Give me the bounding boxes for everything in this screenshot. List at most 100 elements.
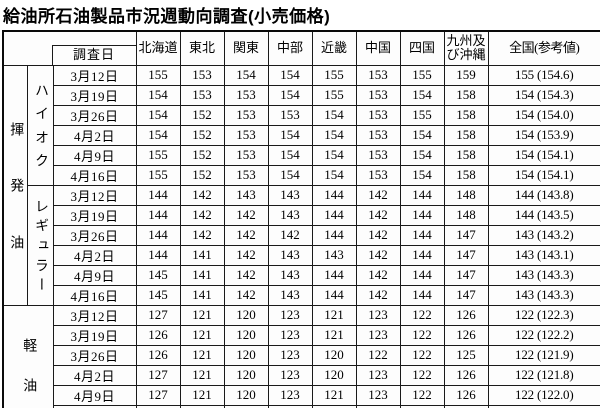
region-header-national: 全国(参考値) <box>487 30 600 66</box>
price-cell: 154 <box>399 164 445 186</box>
price-cell: 152 <box>179 104 225 126</box>
price-cell: 142 <box>179 204 225 226</box>
price-cell: 121 <box>179 344 225 366</box>
date-cell: 3月26日 <box>52 344 137 366</box>
price-cell: 123 <box>355 364 401 386</box>
price-cell: 154 <box>399 144 445 166</box>
price-cell: 120 <box>223 344 269 366</box>
price-cell: 144 <box>311 264 357 286</box>
price-cell: 142 <box>223 224 269 246</box>
price-cell: 123 <box>267 304 313 326</box>
date-cell: 3月19日 <box>52 324 137 346</box>
price-cell: 123 <box>267 324 313 346</box>
price-cell: 158 <box>443 84 489 106</box>
price-cell: 144 <box>311 204 357 226</box>
price-cell: 152 <box>179 144 225 166</box>
price-cell: 127 <box>135 384 181 406</box>
price-cell: 148 <box>443 184 489 206</box>
price-cell: 144 <box>399 244 445 266</box>
price-cell: 154 <box>311 164 357 186</box>
national-price-cell: 154 (154.1) <box>487 144 600 166</box>
date-cell: 4月2日 <box>52 364 137 386</box>
national-price-cell: 143 (143.2) <box>487 224 600 246</box>
price-cell: 154 <box>311 144 357 166</box>
price-cell: 121 <box>179 384 225 406</box>
fuel-group-label: 軽油 <box>2 304 54 408</box>
price-cell: 143 <box>267 184 313 206</box>
table-row: 4月9日 145 141 142 143 144 142 144 147 143 (143.3) <box>3 264 600 286</box>
price-cell: 127 <box>135 304 181 326</box>
region-header-kinki: 近畿 <box>311 30 357 66</box>
price-cell: 153 <box>179 64 225 86</box>
table-header: 調査日 北海道 東北 関東 中部 近畿 中国 四国 九州及び沖縄 全国(参考値) <box>2 30 600 66</box>
table-row: 4月2日 127 121 120 123 120 123 122 126 122 (121.8) <box>3 364 600 386</box>
price-cell: 152 <box>179 124 225 146</box>
national-price-cell: 122 (122.3) <box>487 304 600 326</box>
price-cell: 144 <box>135 184 181 206</box>
price-cell: 123 <box>355 304 401 326</box>
price-cell: 126 <box>443 304 489 326</box>
price-cell: 144 <box>311 284 357 306</box>
price-cell: 158 <box>443 144 489 166</box>
survey-date-header: 調査日 <box>51 44 135 64</box>
price-cell: 155 <box>135 164 181 186</box>
price-cell: 122 <box>399 364 445 386</box>
price-cell: 142 <box>179 184 225 206</box>
price-cell: 155 <box>135 144 181 166</box>
price-cell: 122 <box>399 304 445 326</box>
date-cell: 4月16日 <box>52 164 137 186</box>
price-cell: 143 <box>267 244 313 266</box>
price-cell: 120 <box>311 344 357 366</box>
price-cell: 144 <box>135 224 181 246</box>
price-cell: 147 <box>443 264 489 286</box>
price-cell: 158 <box>443 164 489 186</box>
price-cell: 142 <box>179 224 225 246</box>
table-row: 3月26日 154 152 153 153 154 153 155 158 154 (154.0) <box>3 104 600 126</box>
table-row: 3月26日 126 121 120 123 120 122 122 125 122 (121.9) <box>3 344 600 366</box>
price-cell: 143 <box>311 244 357 266</box>
price-cell: 143 <box>267 284 313 306</box>
price-cell: 123 <box>267 384 313 406</box>
price-cell: 127 <box>135 364 181 386</box>
price-cell: 142 <box>223 204 269 226</box>
price-cell: 121 <box>311 384 357 406</box>
price-cell: 155 <box>399 104 445 126</box>
national-price-cell: 144 (143.8) <box>487 184 600 206</box>
national-price-cell: 143 (143.3) <box>487 264 600 286</box>
date-cell: 3月12日 <box>52 304 137 326</box>
price-cell: 120 <box>223 324 269 346</box>
price-cell: 121 <box>311 304 357 326</box>
date-cell: 4月9日 <box>52 144 137 166</box>
national-price-cell: 143 (143.3) <box>487 284 600 306</box>
price-cell: 141 <box>179 244 225 266</box>
price-cell: 120 <box>223 304 269 326</box>
price-cell: 154 <box>223 64 269 86</box>
national-price-cell: 122 (121.8) <box>487 364 600 386</box>
price-cell: 144 <box>399 224 445 246</box>
price-cell: 153 <box>355 124 401 146</box>
national-price-cell: 143 (143.1) <box>487 244 600 266</box>
price-cell: 123 <box>355 324 401 346</box>
date-cell: 3月26日 <box>52 224 137 246</box>
price-cell: 126 <box>135 344 181 366</box>
header-row: 調査日 北海道 東北 関東 中部 近畿 中国 四国 九州及び沖縄 全国(参考値) <box>2 30 600 66</box>
price-cell: 144 <box>399 204 445 226</box>
fuel-group-label: 揮発油 <box>2 64 28 306</box>
grade-label: ハイオク <box>26 64 54 186</box>
price-cell: 153 <box>223 164 269 186</box>
national-price-cell: 122 (122.2) <box>487 324 600 346</box>
price-cell: 122 <box>399 384 445 406</box>
table-row: 3月19日 126 121 120 123 121 123 122 126 122 (122.2) <box>3 324 600 346</box>
price-cell: 144 <box>399 264 445 286</box>
national-price-cell: 122 (122.0) <box>487 384 600 406</box>
price-cell: 142 <box>355 224 401 246</box>
price-cell: 141 <box>179 264 225 286</box>
price-cell: 143 <box>267 264 313 286</box>
price-cell: 154 <box>267 84 313 106</box>
table-row: 4月9日 127 121 120 123 121 123 122 126 122 (122.0) <box>3 384 600 406</box>
price-cell: 143 <box>267 204 313 226</box>
price-cell: 147 <box>443 284 489 306</box>
date-cell: 3月12日 <box>52 184 137 206</box>
price-cell: 158 <box>443 104 489 126</box>
price-cell: 153 <box>355 144 401 166</box>
